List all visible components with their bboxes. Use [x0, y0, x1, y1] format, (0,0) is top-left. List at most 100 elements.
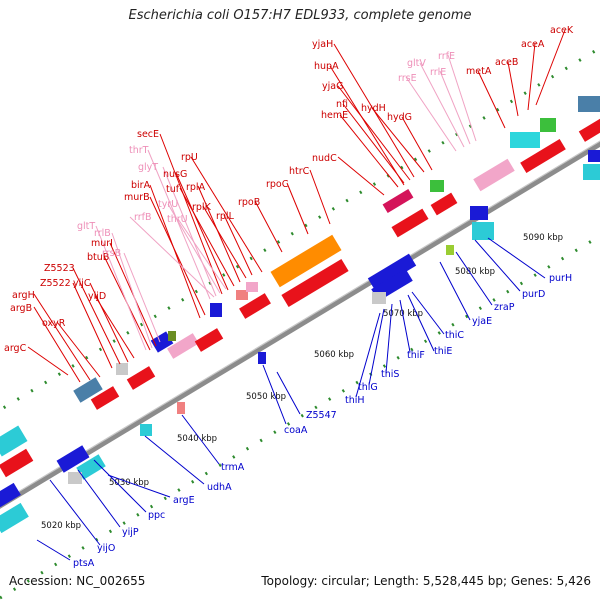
gene-label-rrlE: rrlE [430, 67, 446, 78]
gene-label-thiF: thiF [407, 350, 425, 361]
gene-block [90, 386, 120, 410]
genome-stats-text: Topology: circular; Length: 5,528,445 bp… [261, 574, 591, 588]
gene-label-glyT: glyT [138, 162, 158, 173]
gene-label-tuf: tuf [166, 184, 180, 195]
gene-label-yjaE: yjaE [472, 316, 492, 327]
gene-block [588, 150, 600, 162]
accession-text: Accession: NC_002655 [9, 574, 146, 588]
gene-label-nfi: nfi [336, 99, 348, 110]
gene-block [473, 158, 515, 192]
gene-block [210, 303, 222, 317]
forward-labels: argC argB argH oxyR Z5522 Z5523 yijC yij… [4, 25, 574, 354]
gene-label-yijP: yijP [122, 527, 139, 538]
gene-label-btuB: btuB [87, 252, 109, 263]
gene-label-argE: argE [173, 495, 195, 506]
map-title: Escherichia coli O157:H7 EDL933, complet… [128, 8, 472, 23]
gene-label-hydG: hydG [387, 112, 412, 123]
gene-label-murI: murI [91, 238, 113, 249]
gene-label-gltT: gltT [77, 221, 95, 232]
gene-block [540, 118, 556, 132]
gene-label-hemE: hemE [321, 110, 348, 121]
gene-label-hydH: hydH [361, 103, 386, 114]
gene-block [510, 132, 540, 148]
gene-label-yijO: yijO [97, 543, 115, 554]
gene-block [578, 96, 600, 112]
gene-block [470, 206, 488, 220]
gene-block [258, 352, 266, 364]
gene-label-yijC: yijC [73, 278, 91, 289]
gene-label-murB: murB [124, 192, 150, 203]
gene-block [372, 292, 386, 304]
gene-label-purD: purD [522, 289, 545, 300]
gene-block [236, 290, 248, 300]
gene-block [76, 454, 106, 480]
gene-block [578, 118, 600, 142]
gene-block [430, 192, 458, 216]
gene-block [446, 245, 454, 255]
gene-label-trmA: trmA [221, 462, 245, 473]
gene-label-secE: secE [137, 129, 159, 140]
tick-label: 5090 kbp [523, 233, 563, 243]
gene-block [472, 222, 494, 240]
gene-block [168, 331, 176, 341]
gene-label-rrlB: rrlB [94, 228, 111, 239]
gene-label-yijD: yijD [88, 291, 106, 302]
tick-label: 5060 kbp [314, 350, 354, 360]
gene-block [583, 164, 600, 180]
gene-block [140, 424, 152, 436]
gene-label-rrsB: rrsB [102, 248, 121, 259]
gene-block [391, 208, 429, 238]
gene-label-nudC: nudC [312, 153, 337, 164]
gene-label-nusG: nusG [163, 169, 187, 180]
genome-backbone [0, 141, 600, 509]
gene-label-rplK: rplK [192, 202, 212, 213]
gene-label-Z5523: Z5523 [44, 263, 75, 274]
gene-block [0, 425, 28, 457]
gene-block [126, 366, 156, 390]
gene-block [73, 377, 103, 403]
gene-label-tyrU: tyrU [158, 199, 178, 210]
gene-label-coaA: coaA [284, 425, 308, 436]
gene-block [367, 253, 417, 291]
gene-label-rpoB: rpoB [238, 197, 260, 208]
gene-label-udhA: udhA [207, 482, 232, 493]
tick-label: 5050 kbp [246, 392, 286, 402]
reverse-labels: ptsA yijO yijP ppc argE udhA trmA coaA Z… [73, 273, 572, 569]
gene-block [116, 363, 128, 375]
gene-label-htrC: htrC [289, 166, 310, 177]
gene-label-ptsA: ptsA [73, 558, 95, 569]
gene-label-ppc: ppc [148, 510, 165, 521]
gene-block [270, 234, 342, 288]
forward-tick-track [0, 46, 600, 412]
rna-labels: gltT rrlB rrsB rrfB glyT tyrU thrU gltV … [77, 51, 455, 259]
gene-label-aceA: aceA [521, 39, 545, 50]
tick-label: 5020 kbp [41, 521, 81, 531]
gene-label-gltV: gltV [407, 58, 426, 69]
gene-block [56, 445, 90, 473]
gene-block [520, 139, 566, 173]
tick-label: 5040 kbp [177, 434, 217, 444]
leader-lines [27, 29, 566, 561]
gene-label-thiG: thiG [358, 382, 378, 393]
gene-block [0, 502, 29, 534]
gene-label-rrfB: rrfB [134, 212, 152, 223]
gene-label-hupA: hupA [314, 61, 339, 72]
reverse-features [0, 150, 600, 534]
tick-labels: 5020 kbp 5030 kbp 5040 kbp 5050 kbp 5060… [41, 233, 563, 531]
tick-label: 5080 kbp [455, 267, 495, 277]
gene-label-argH: argH [12, 290, 35, 301]
gene-block [0, 482, 21, 508]
gene-label-aceK: aceK [550, 25, 574, 36]
gene-block [281, 258, 349, 308]
gene-label-thiS: thiS [381, 369, 399, 380]
gene-label-thiC: thiC [445, 330, 464, 341]
gene-block [246, 282, 258, 292]
forward-features [0, 96, 600, 478]
gene-block [0, 448, 34, 478]
gene-label-thrT: thrT [129, 145, 149, 156]
gene-block [167, 333, 199, 359]
gene-label-argB: argB [10, 303, 32, 314]
gene-label-zraP: zraP [494, 302, 515, 313]
gene-label-rplL: rplL [216, 211, 235, 222]
